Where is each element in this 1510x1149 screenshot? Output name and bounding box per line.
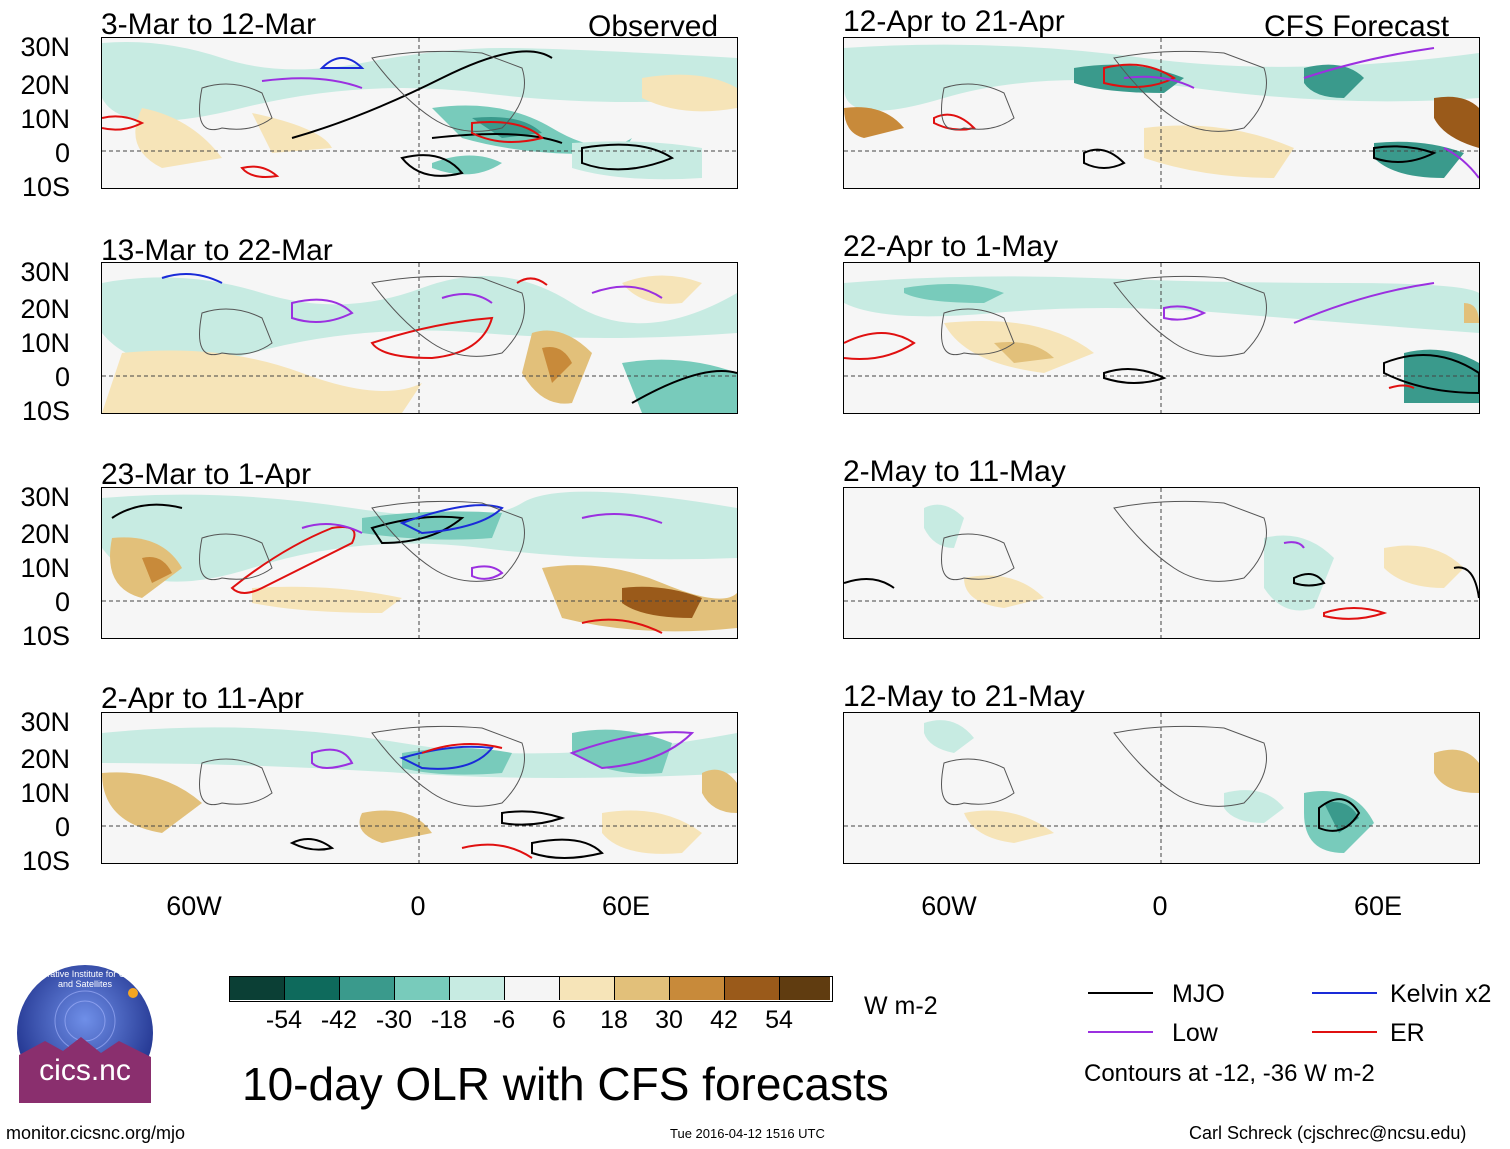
lat-label: 20N (20, 70, 70, 100)
map-panel-obs-3 (101, 487, 738, 639)
colorbar-label: 18 (600, 1006, 628, 1034)
colorbar-label: -30 (375, 1006, 413, 1034)
olr-field (844, 713, 1479, 863)
colorbar-swatch (780, 977, 830, 1000)
lat-label: 30N (20, 32, 70, 62)
olr-field (844, 488, 1479, 638)
lat-label: 0 (54, 587, 70, 617)
colorbar-swatch (670, 977, 725, 1000)
lat-label: 10S (21, 172, 70, 202)
olr-field (102, 713, 737, 863)
footer-credit: Carl Schreck (cjschrec@ncsu.edu) (1189, 1123, 1467, 1143)
legend-note: Contours at -12, -36 W m-2 (1084, 1060, 1375, 1087)
olr-field (102, 38, 737, 188)
observed-label: Observed (588, 10, 719, 43)
footer-url[interactable]: monitor.cicsnc.org/mjo (6, 1123, 186, 1143)
panel-title-fcst-3: 2-May to 11-May (843, 455, 1066, 488)
lat-label: 30N (20, 482, 70, 512)
colorbar-label: -6 (492, 1006, 516, 1034)
logo-emblem-icon (17, 965, 153, 1103)
colorbar-swatch (725, 977, 780, 1000)
panel-title-obs-2: 13-Mar to 22-Mar (101, 234, 333, 267)
lat-label: 20N (20, 294, 70, 324)
colorbar-swatch (285, 977, 340, 1000)
colorbar-swatch (615, 977, 670, 1000)
colorbar-label: 42 (710, 1006, 738, 1034)
lat-label: 10S (21, 621, 70, 651)
panel-title-obs-4: 2-Apr to 11-Apr (101, 682, 304, 715)
lat-label: 10N (20, 328, 70, 358)
lat-label: 30N (20, 707, 70, 737)
map-panel-fcst-3 (843, 487, 1480, 639)
legend-swatch-mjo (1088, 992, 1153, 994)
panel-title-fcst-4: 12-May to 21-May (843, 680, 1085, 713)
legend-swatch-kelvin (1312, 992, 1377, 994)
panel-title-obs-1: 3-Mar to 12-Mar (101, 8, 317, 41)
colorbar-label: -42 (320, 1006, 358, 1034)
lon-label: 60W (921, 891, 977, 921)
lon-label: 0 (410, 891, 426, 921)
legend-label-mjo: MJO (1172, 980, 1225, 1008)
lat-label: 10N (20, 104, 70, 134)
lon-label: 60E (601, 891, 651, 921)
main-title: 10-day OLR with CFS forecasts (242, 1058, 889, 1110)
logo-ring-text: Cooperative Institute for Climate and Sa… (20, 969, 150, 989)
map-panel-obs-2 (101, 262, 738, 414)
legend-swatch-er (1312, 1031, 1377, 1033)
panel-title-obs-3: 23-Mar to 1-Apr (101, 458, 312, 491)
lat-label: 10N (20, 778, 70, 808)
legend-swatch-low (1088, 1031, 1153, 1033)
lon-label: 60E (1353, 891, 1403, 921)
lat-label: 0 (54, 138, 70, 168)
colorbar-swatch (395, 977, 450, 1000)
lat-label: 10S (21, 396, 70, 426)
colorbar-label: -18 (430, 1006, 468, 1034)
colorbar-label: 6 (552, 1006, 566, 1034)
colorbar-label: 30 (655, 1006, 683, 1034)
colorbar (229, 976, 833, 1002)
olr-field (102, 263, 737, 413)
legend-label-er: ER (1390, 1019, 1425, 1047)
lat-label: 20N (20, 519, 70, 549)
colorbar-swatch (560, 977, 615, 1000)
colorbar-swatch (450, 977, 505, 1000)
olr-field (844, 263, 1479, 413)
lon-label: 0 (1152, 891, 1168, 921)
lat-label: 30N (20, 257, 70, 287)
colorbar-swatch (340, 977, 395, 1000)
map-panel-fcst-4 (843, 712, 1480, 864)
lat-label: 0 (54, 362, 70, 392)
colorbar-swatch (230, 977, 285, 1000)
footer-timestamp: Tue 2016-04-12 1516 UTC (670, 1126, 825, 1141)
lat-label: 0 (54, 812, 70, 842)
logo-text: cics.nc (39, 1054, 131, 1087)
cics-logo: Cooperative Institute for Climate and Sa… (15, 963, 155, 1103)
colorbar-label: -54 (265, 1006, 303, 1034)
colorbar-label: 54 (765, 1006, 793, 1034)
lon-label: 60W (166, 891, 222, 921)
legend-label-kelvin: Kelvin x2 (1390, 980, 1492, 1008)
panel-title-fcst-2: 22-Apr to 1-May (843, 230, 1059, 263)
olr-field (102, 488, 737, 638)
map-panel-obs-1 (101, 37, 738, 189)
lat-label: 10N (20, 553, 70, 583)
olr-field (844, 38, 1479, 188)
lat-label: 20N (20, 744, 70, 774)
panel-title-fcst-1: 12-Apr to 21-Apr (843, 5, 1065, 38)
lat-label: 10S (21, 846, 70, 876)
map-panel-fcst-1 (843, 37, 1480, 189)
colorbar-unit: W m-2 (864, 992, 938, 1020)
map-panel-fcst-2 (843, 262, 1480, 414)
colorbar-swatch (505, 977, 560, 1000)
forecast-label: CFS Forecast (1264, 10, 1450, 43)
map-panel-obs-4 (101, 712, 738, 864)
legend-label-low: Low (1172, 1019, 1218, 1047)
